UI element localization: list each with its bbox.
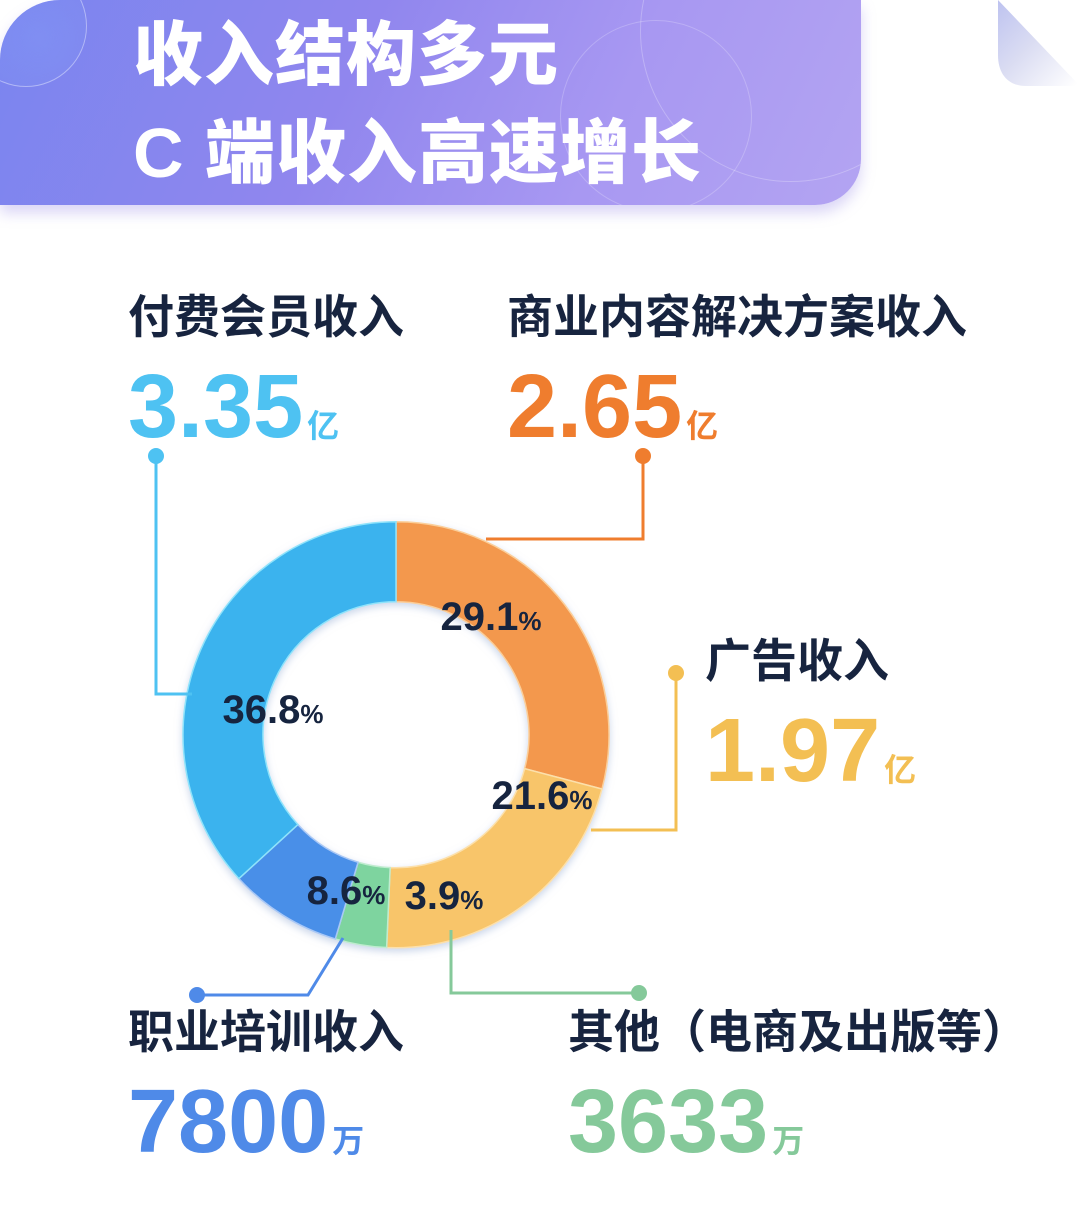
- svg-text:36.8%: 36.8%: [223, 688, 324, 732]
- svg-text:21.6%: 21.6%: [492, 774, 593, 818]
- svg-text:3.9%: 3.9%: [405, 874, 484, 918]
- svg-text:8.6%: 8.6%: [307, 869, 386, 913]
- svg-text:29.1%: 29.1%: [441, 595, 542, 639]
